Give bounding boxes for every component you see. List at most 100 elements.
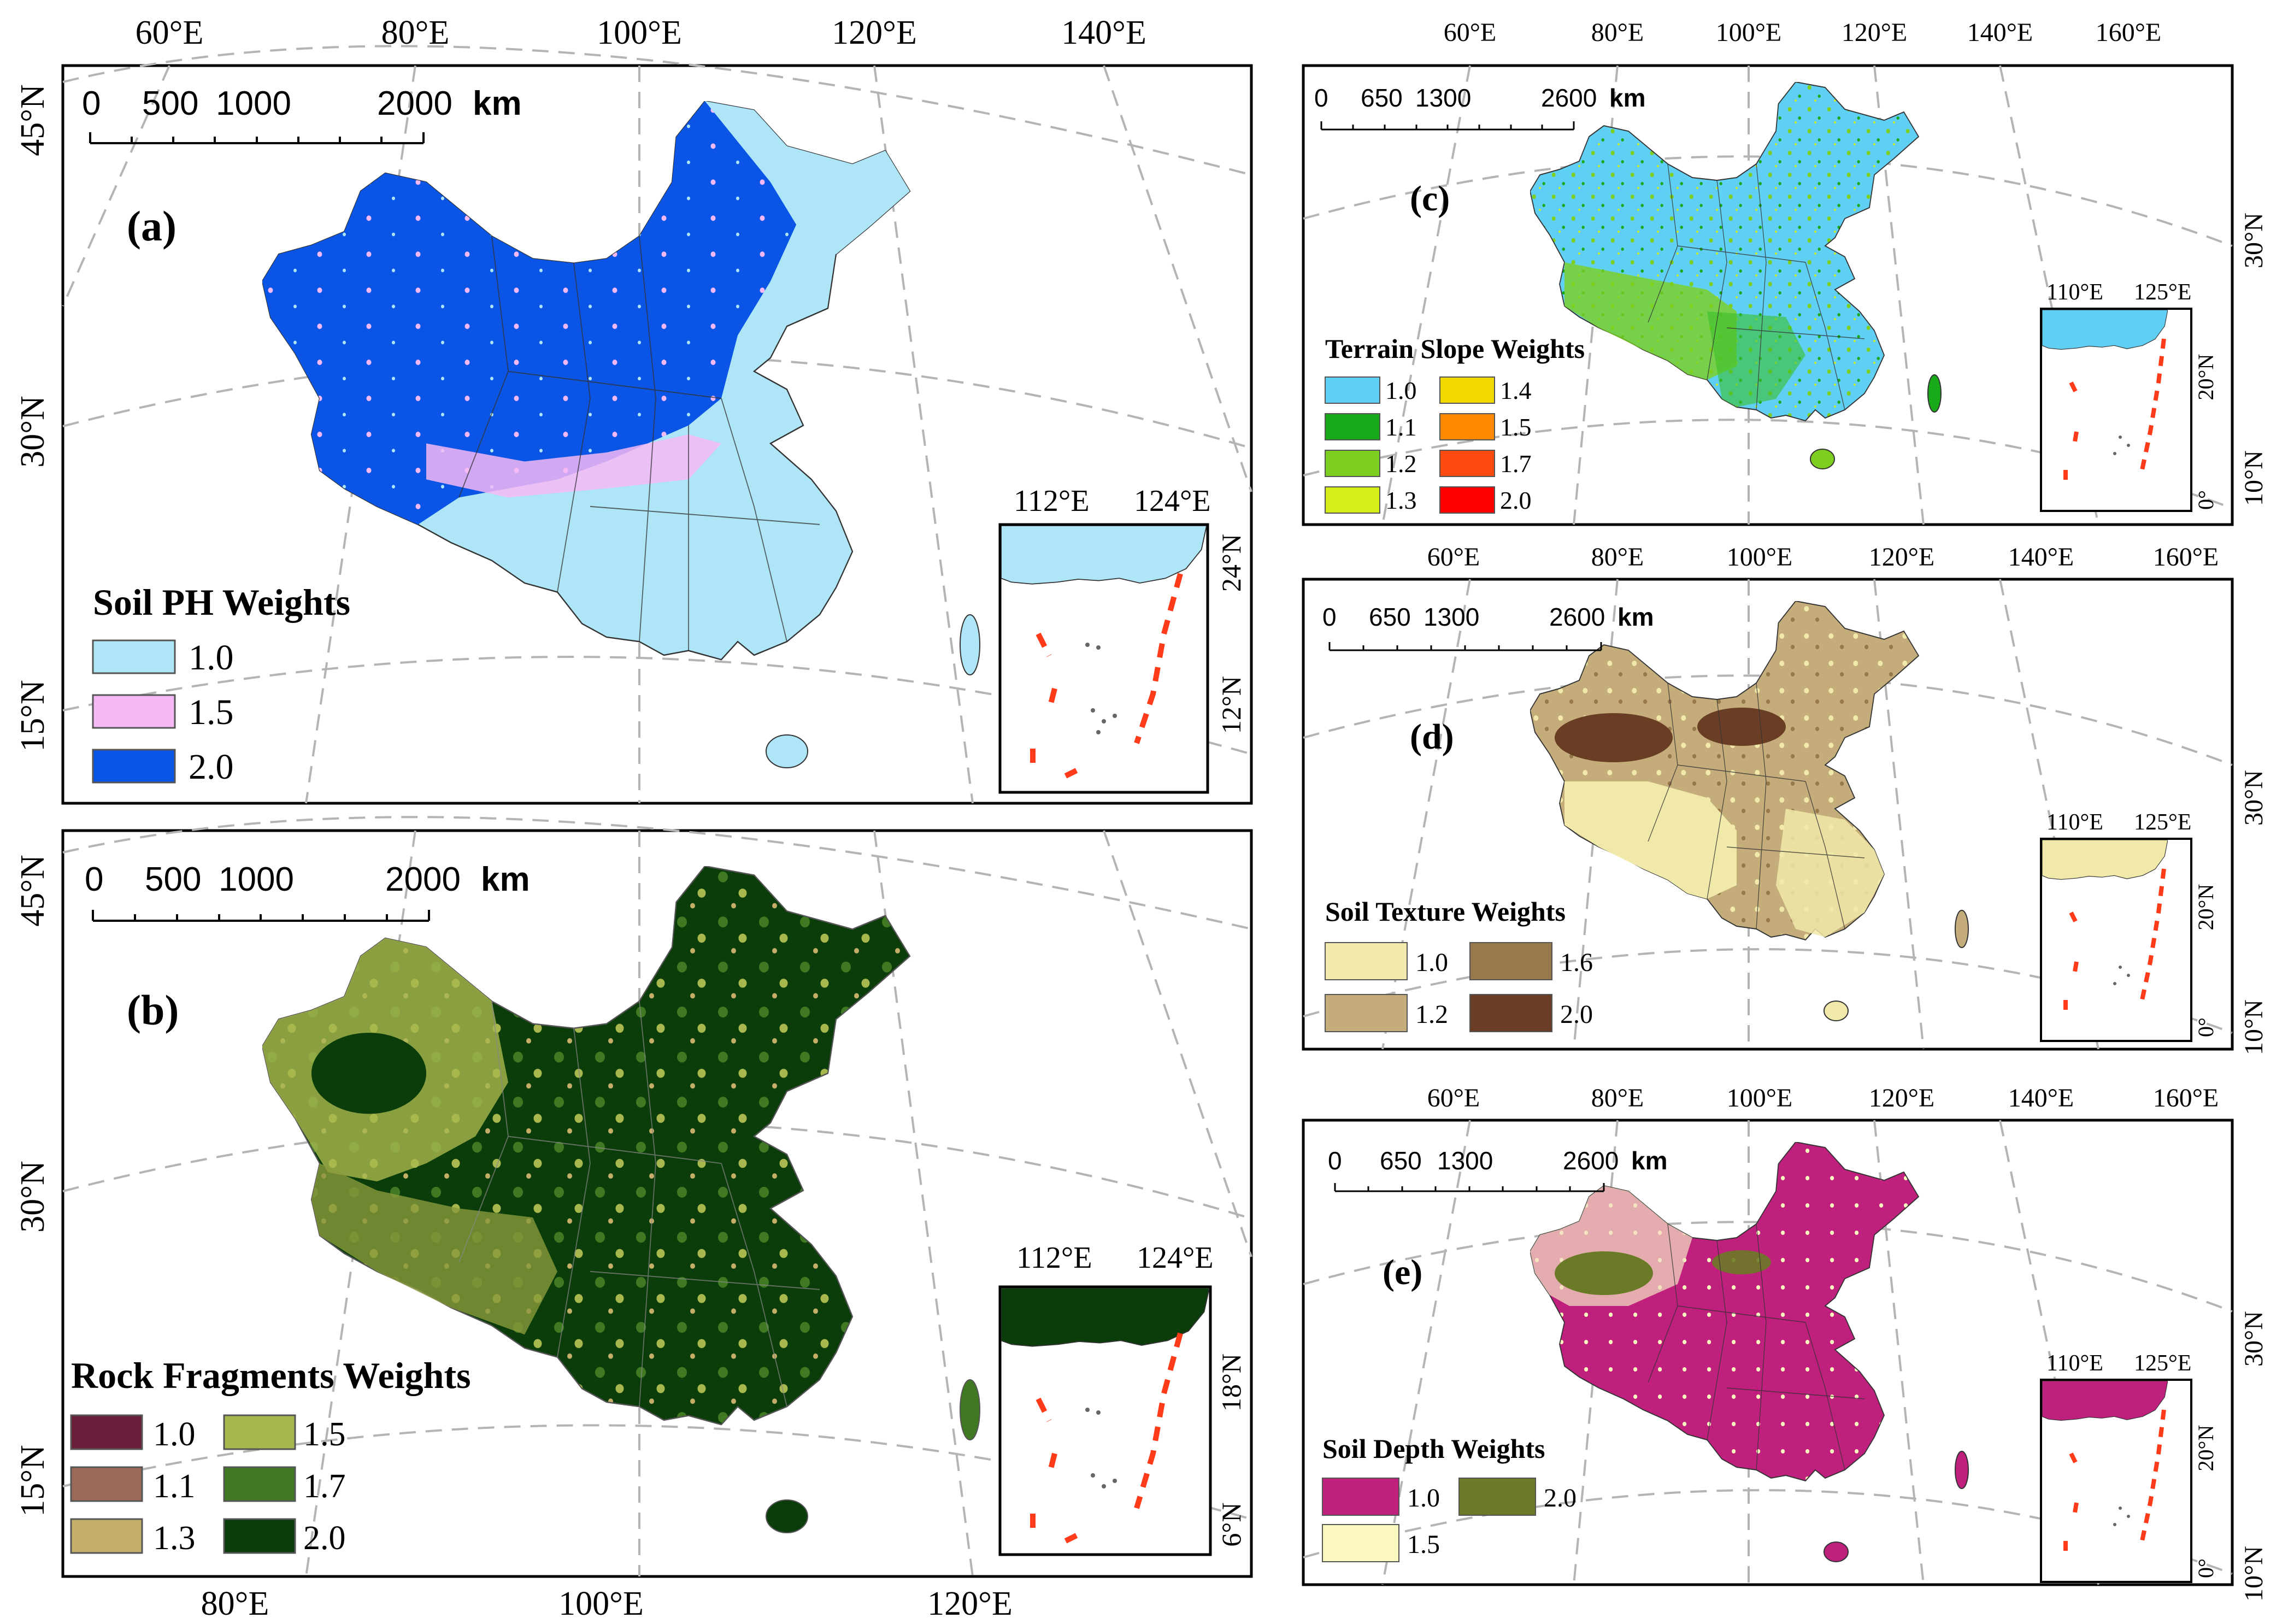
panel-e-hainan [1824, 1541, 1849, 1562]
legend-value: 2.0 [189, 747, 234, 787]
panel-e-scale-bar: 0 650 1300 2600 km [1328, 1146, 1667, 1192]
panel-e-inset: 110°E 125°E 20°N 0° [2040, 1351, 2218, 1583]
inset-lat: 18°N [1216, 1354, 1246, 1411]
scale-tick-500: 500 [145, 861, 201, 898]
axis-lon: 100°E [1727, 1084, 1793, 1113]
legend-swatch [1325, 486, 1380, 514]
legend-swatch [223, 1414, 296, 1450]
legend-value: 1.5 [303, 1416, 346, 1453]
legend-swatch [1469, 994, 1552, 1032]
scale-unit: km [481, 861, 530, 898]
axis-lon: 120°E [832, 14, 917, 51]
legend-swatch [70, 1414, 143, 1450]
axis-lon: 60°E [136, 14, 204, 51]
legend-swatch [1322, 1478, 1399, 1516]
legend-swatch [1325, 376, 1380, 404]
panel-a-label: (a) [127, 202, 177, 250]
panel-b-scale-bar: 0 500 1000 2000 km [85, 861, 530, 922]
panel-d-taiwan [1955, 910, 1969, 948]
axis-lon: 100°E [1716, 18, 1782, 47]
legend-swatch [1325, 994, 1408, 1032]
axis-lat: 10°N [2239, 450, 2268, 506]
axis-lon: 80°E [1591, 18, 1644, 47]
inset-lon: 125°E [2134, 810, 2191, 835]
legend-swatch [92, 694, 176, 729]
axis-lat: 45°N [14, 84, 51, 156]
legend-swatch [1325, 413, 1380, 440]
legend-swatch [1439, 413, 1495, 440]
panel-c: 0 650 1300 2600 km (c) Terrain Slope Wei… [1302, 18, 2268, 526]
legend-swatch [70, 1518, 143, 1554]
panel-e-china-map [1530, 1142, 1920, 1482]
legend-swatch [1469, 942, 1552, 980]
inset-lat: 24°N [1216, 534, 1246, 592]
panel-b-china-map [262, 866, 911, 1426]
legend-swatch [1439, 486, 1495, 514]
legend-value: 1.3 [1385, 486, 1417, 514]
axis-lat: 30°N [14, 396, 51, 468]
panel-b: 0 500 1000 2000 km (b) Rock Fragments We… [14, 816, 1253, 1622]
panel-b-taiwan [960, 1379, 980, 1440]
scale-tick-0: 0 [1322, 603, 1337, 631]
legend-swatch [223, 1518, 296, 1554]
panel-b-legend: Rock Fragments Weights 1.0 1.5 1.1 1.7 1… [70, 1355, 471, 1557]
legend-value: 1.3 [153, 1520, 196, 1557]
legend-value: 1.0 [1415, 948, 1448, 977]
scale-tick-650: 650 [1380, 1146, 1422, 1175]
legend-swatch [1439, 450, 1495, 477]
panel-c-label: (c) [1410, 179, 1450, 219]
legend-value: 1.0 [189, 638, 234, 678]
axis-lon: 100°E [558, 1585, 644, 1622]
panel-e-label: (e) [1383, 1252, 1422, 1292]
legend-swatch [92, 639, 176, 674]
scale-tick-500: 500 [142, 85, 198, 122]
inset-lat: 20°N [2193, 884, 2218, 931]
axis-lon: 140°E [1061, 14, 1146, 51]
scale-unit: km [473, 85, 522, 122]
scale-tick-650: 650 [1369, 603, 1411, 631]
axis-lat: 15°N [14, 680, 51, 752]
legend-swatch [1322, 1524, 1399, 1562]
panel-a-hainan [766, 734, 808, 768]
panel-d-scale-bar: 0 650 1300 2600 km [1322, 603, 1654, 651]
panel-b-hainan [766, 1499, 808, 1533]
legend-swatch [92, 749, 176, 784]
panel-a-china-map [262, 101, 911, 661]
axis-lat: 30°N [2239, 1311, 2268, 1367]
scale-tick-0: 0 [85, 861, 103, 898]
scale-tick-1300: 1300 [1424, 603, 1479, 631]
panel-a: 0 500 1000 2000 km (a) Soil PH Weights 1… [14, 14, 1253, 805]
axis-lon: 120°E [1842, 18, 1908, 47]
legend-swatch [70, 1466, 143, 1502]
panel-a-legend: Soil PH Weights 1.0 1.5 2.0 [92, 581, 350, 787]
scale-unit: km [1609, 84, 1645, 112]
legend-value: 1.7 [303, 1468, 346, 1505]
axis-lon: 80°E [1591, 543, 1644, 572]
legend-swatch [1325, 450, 1380, 477]
inset-lat: 6°N [1216, 1502, 1246, 1546]
axis-lon: 140°E [2008, 543, 2074, 572]
legend-title: Soil Texture Weights [1325, 896, 1566, 927]
inset-lat: 0° [2193, 490, 2218, 510]
axis-lon: 60°E [1427, 543, 1480, 572]
legend-swatch [1439, 376, 1495, 404]
scale-unit: km [1617, 603, 1654, 631]
legend-value: 2.0 [303, 1520, 346, 1557]
scale-tick-1000: 1000 [219, 861, 294, 898]
panel-c-inset: 110°E 125°E 20°N 0° [2040, 280, 2218, 512]
axis-lon: 160°E [2153, 1084, 2219, 1113]
inset-lon: 112°E [1016, 1241, 1092, 1275]
axis-lat: 30°N [2239, 770, 2268, 826]
legend-value: 2.0 [1560, 1000, 1593, 1029]
inset-lon: 125°E [2134, 280, 2191, 305]
scale-tick-0: 0 [82, 85, 101, 122]
panel-a-taiwan [960, 614, 980, 675]
scale-tick-1300: 1300 [1415, 84, 1471, 112]
panel-b-label: (b) [127, 986, 179, 1034]
panel-b-inset: 112°E 124°E 18°N 6°N [998, 1241, 1246, 1556]
legend-value: 1.2 [1415, 1000, 1448, 1029]
scale-unit: km [1631, 1146, 1667, 1175]
axis-lon: 120°E [1869, 1084, 1935, 1113]
axis-lon: 160°E [2096, 18, 2162, 47]
inset-lat: 20°N [2193, 1425, 2218, 1472]
